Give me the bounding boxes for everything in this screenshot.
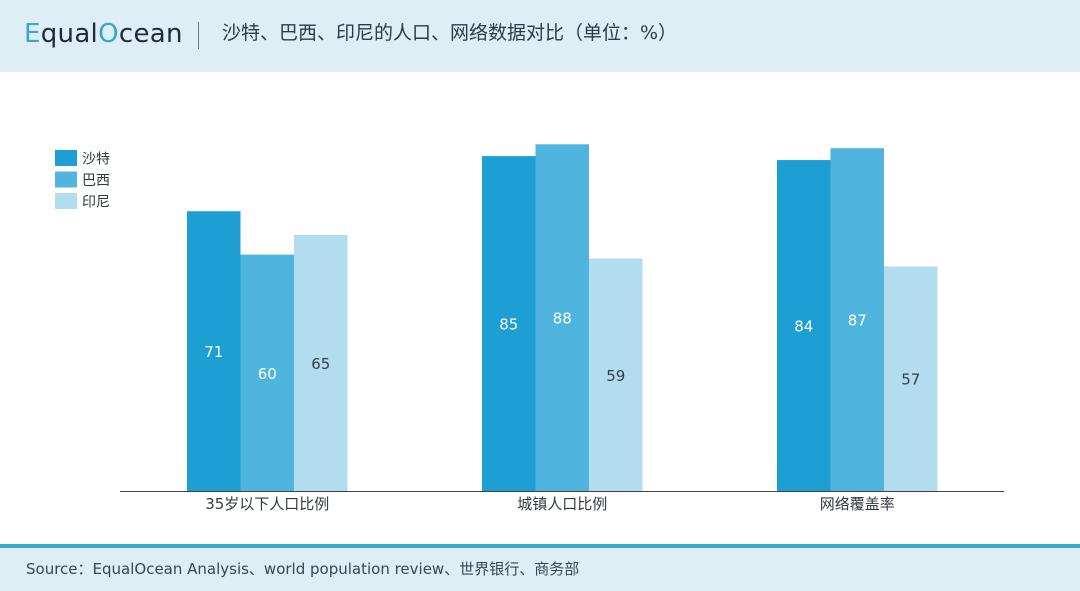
bar (482, 156, 536, 491)
bar (777, 160, 831, 492)
bar-chart: 71 85 84 60 88 87 65 59 57 35岁以下人口比例 城镇人口比例 网络覆盖率 沙特… (55, 144, 1004, 513)
logo-letter-e: E (24, 19, 41, 49)
data-label: 84 (794, 318, 813, 336)
x-tick-label: 网络覆盖率 (820, 495, 895, 513)
legend-swatch (55, 150, 77, 166)
legend-label: 巴西 (82, 173, 110, 189)
footer-bar: Source：EqualOcean Analysis、world populat… (0, 548, 1080, 591)
bar (884, 266, 938, 491)
legend-swatch (55, 193, 77, 209)
data-label: 71 (204, 343, 223, 361)
source-note: Source：EqualOcean Analysis、world populat… (26, 560, 580, 578)
legend-label: 印尼 (82, 195, 110, 211)
bar (294, 234, 348, 491)
logo-text-cean: cean (118, 19, 183, 49)
bar (535, 144, 589, 491)
footer-divider (0, 544, 1080, 548)
logo-letter-o: O (98, 19, 119, 49)
x-tick-label: 35岁以下人口比例 (205, 495, 329, 513)
data-label: 60 (258, 365, 277, 383)
data-label: 65 (311, 355, 330, 373)
bar (187, 211, 241, 491)
chart-title: 沙特、巴西、印尼的人口、网络数据对比（单位：%） (222, 22, 678, 44)
legend-swatch (55, 171, 77, 188)
bar (240, 254, 294, 491)
logo-text-qual: qual (40, 19, 99, 49)
data-label: 85 (499, 316, 518, 334)
legend-label: 沙特 (82, 152, 110, 168)
data-label: 88 (553, 310, 572, 328)
data-label: 87 (848, 312, 867, 330)
header-divider (198, 22, 199, 49)
x-tick-label: 城镇人口比例 (517, 495, 607, 513)
data-label: 59 (606, 367, 625, 385)
bar (830, 148, 884, 491)
data-label: 57 (901, 371, 920, 389)
bar (589, 258, 643, 491)
